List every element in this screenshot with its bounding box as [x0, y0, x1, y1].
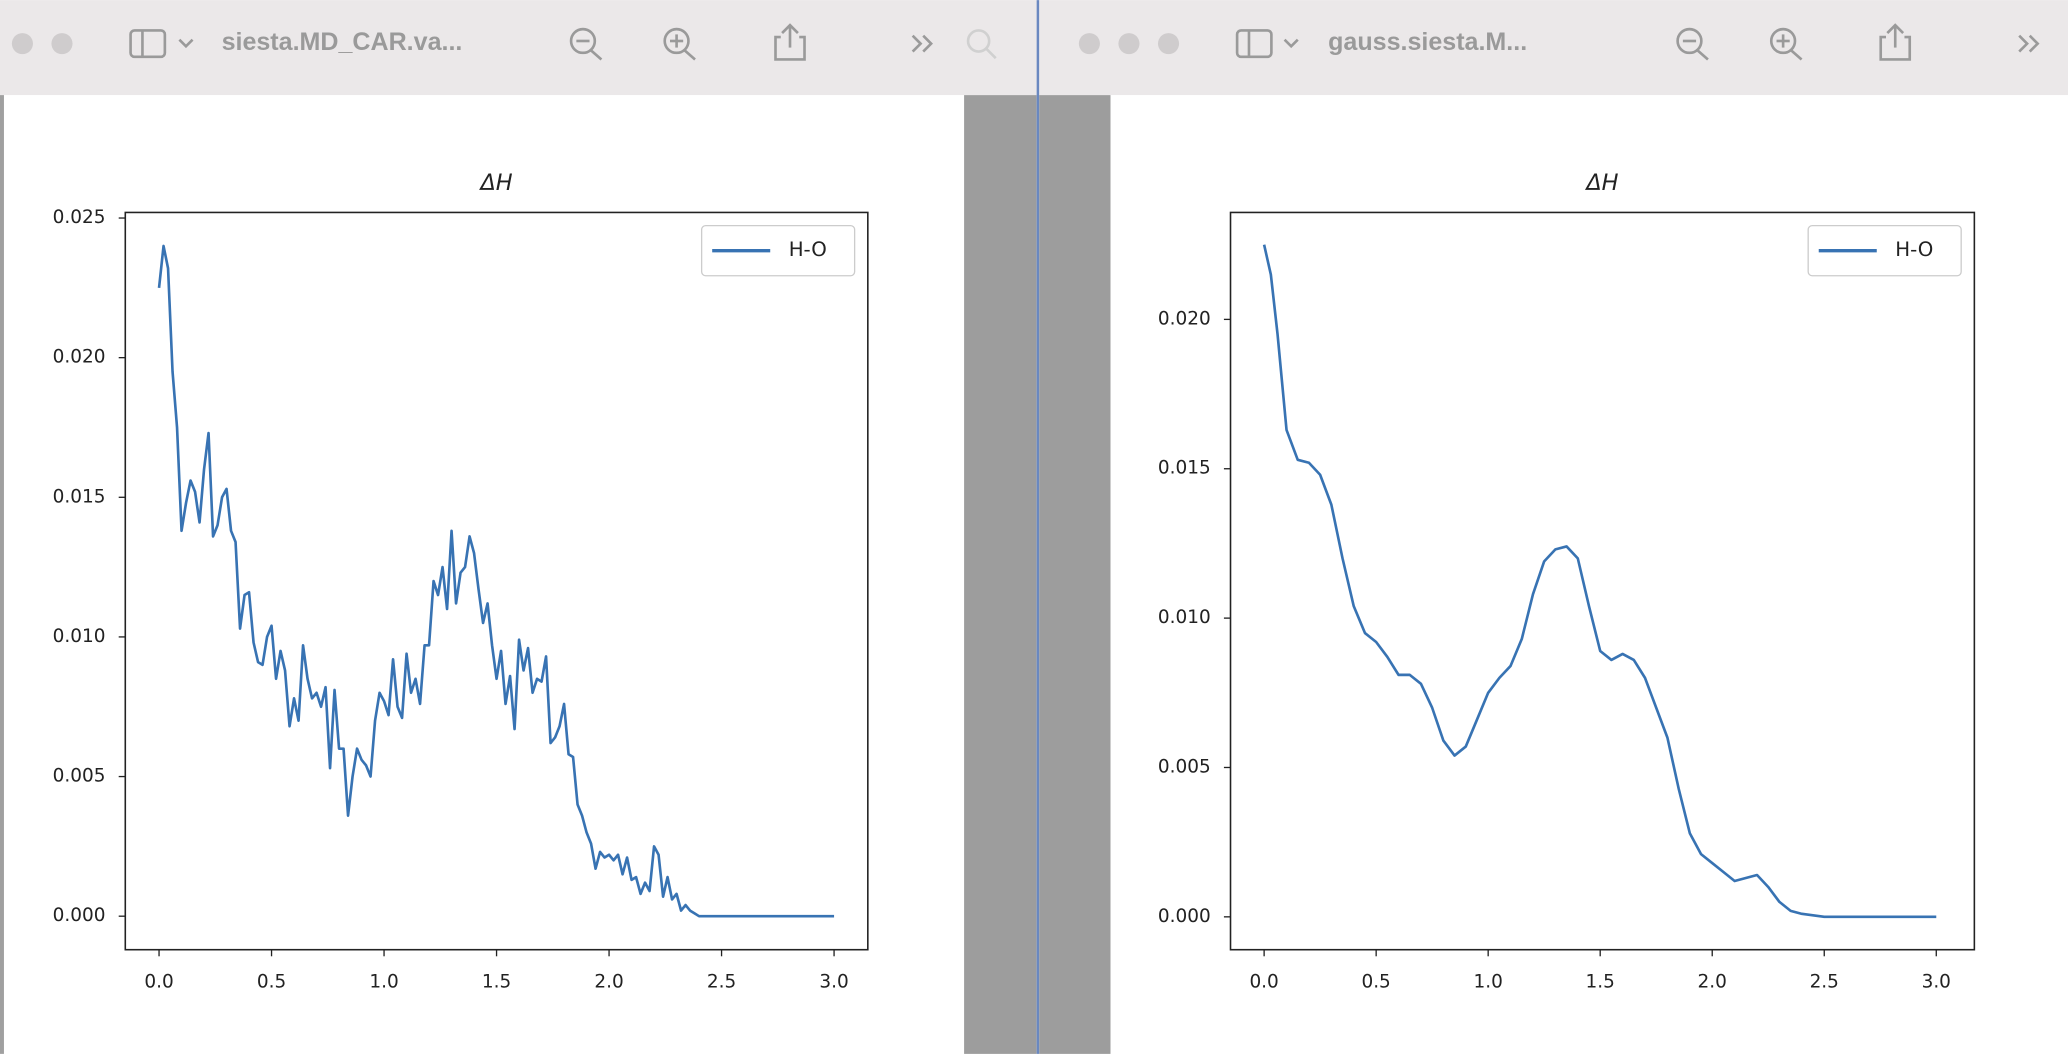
- y-tick-label: 0.015: [53, 486, 106, 507]
- zoom-out[interactable]: [569, 27, 603, 61]
- y-tick-label: 0.000: [53, 905, 106, 926]
- close-button[interactable]: [11, 33, 33, 55]
- y-tick-label: 0.015: [1158, 458, 1211, 479]
- x-tick-label: 0.5: [257, 972, 286, 993]
- toolbar: [1039, 0, 2068, 96]
- share[interactable]: [1879, 23, 1912, 61]
- y-tick-label: 0.010: [1158, 607, 1211, 628]
- zoom-in[interactable]: [1769, 27, 1803, 61]
- data-line: [157, 244, 835, 918]
- x-tick-label: 2.5: [1810, 972, 1839, 993]
- chart-title: ΔH: [478, 170, 512, 196]
- gray-strip: [1039, 95, 1111, 1054]
- x-tick-label: 2.5: [707, 972, 736, 993]
- right-window: [1036, 0, 2068, 1054]
- window-title: gauss.siesta.M...: [1328, 28, 1527, 56]
- sidebar-button[interactable]: [129, 29, 194, 59]
- toolbar: [0, 0, 1037, 96]
- y-tick-label: 0.005: [53, 766, 106, 787]
- minimize-button[interactable]: [1118, 33, 1140, 55]
- x-tick-label: 2.0: [1698, 972, 1727, 993]
- axes-frame: [124, 211, 869, 951]
- window-title: siesta.MD_CAR.va...: [222, 28, 463, 56]
- legend-label: H-O: [1895, 238, 1933, 261]
- x-tick-label: 1.5: [482, 972, 511, 993]
- legend-label: H-O: [789, 238, 827, 261]
- y-tick-label: 0.020: [53, 347, 106, 368]
- legend-box: [1807, 224, 1962, 277]
- search[interactable]: [966, 29, 997, 60]
- zoom-button[interactable]: [1157, 33, 1180, 55]
- divider: [1036, 0, 1040, 1054]
- data-line: [1262, 244, 1937, 919]
- zoom-in[interactable]: [663, 27, 696, 61]
- more[interactable]: [911, 34, 933, 53]
- x-tick-label: 1.5: [1586, 972, 1615, 993]
- share[interactable]: [774, 23, 806, 61]
- x-tick-label: 0.0: [1249, 972, 1278, 993]
- close-button[interactable]: [1078, 33, 1100, 55]
- x-tick-label: 1.0: [369, 972, 398, 993]
- y-tick-label: 0.025: [53, 207, 106, 228]
- gray-strip: [964, 95, 1037, 1054]
- y-tick-label: 0.000: [1158, 906, 1211, 927]
- x-tick-label: 0.5: [1361, 972, 1390, 993]
- window-edge: [0, 95, 4, 1054]
- x-tick-label: 2.0: [594, 972, 623, 993]
- more[interactable]: [2018, 34, 2040, 53]
- sidebar-button[interactable]: [1235, 29, 1299, 59]
- chart-title: ΔH: [1584, 170, 1618, 196]
- x-tick-label: 3.0: [1922, 972, 1951, 993]
- left-window: [0, 0, 1037, 1054]
- y-tick-label: 0.020: [1158, 308, 1211, 329]
- x-tick-label: 1.0: [1473, 972, 1502, 993]
- y-tick-label: 0.005: [1158, 756, 1211, 777]
- y-tick-label: 0.010: [53, 626, 106, 647]
- axes-frame: [1229, 211, 1976, 951]
- x-tick-label: 0.0: [144, 972, 173, 993]
- zoom-out[interactable]: [1676, 27, 1709, 61]
- legend-box: [700, 224, 856, 277]
- x-tick-label: 3.0: [819, 972, 848, 993]
- minimize-button[interactable]: [51, 33, 73, 55]
